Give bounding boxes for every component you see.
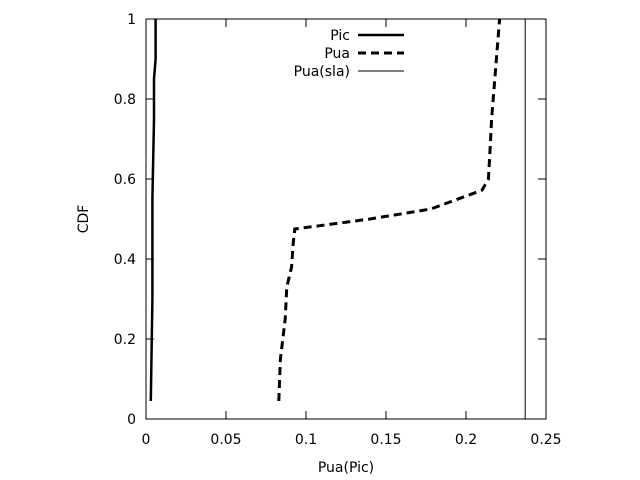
x-axis-label: Pua(Pic) bbox=[318, 460, 374, 476]
x-tick-label: 0.25 bbox=[530, 432, 561, 448]
series-line-pua bbox=[277, 18, 502, 402]
y-tick-label: 1 bbox=[127, 12, 136, 28]
y-axis-label: CDF bbox=[76, 205, 92, 234]
plot-area bbox=[145, 18, 547, 420]
y-tick-label: 0.4 bbox=[114, 252, 136, 268]
axis-ticks bbox=[145, 18, 547, 420]
x-tick-label: 0.2 bbox=[455, 432, 477, 448]
legend-label: Pic bbox=[330, 28, 350, 44]
series-line-pic bbox=[149, 19, 157, 402]
tick-labels: 0 0.05 0.1 0.15 0.2 0.25 0 0.2 0.4 0.6 0.8 1 bbox=[114, 12, 562, 448]
y-tick-label: 0 bbox=[127, 412, 136, 428]
x-tick-label: 0.1 bbox=[295, 432, 317, 448]
plot-frame bbox=[145, 18, 547, 420]
series-group bbox=[149, 18, 526, 419]
x-tick-label: 0 bbox=[142, 432, 151, 448]
y-tick-label: 0.2 bbox=[114, 332, 136, 348]
y-tick-label: 0.8 bbox=[114, 92, 136, 108]
legend-label: Pua(sla) bbox=[294, 64, 350, 80]
legend: Pic Pua Pua(sla) bbox=[294, 28, 404, 80]
x-tick-label: 0.15 bbox=[370, 432, 401, 448]
y-tick-label: 0.6 bbox=[114, 172, 136, 188]
x-tick-label: 0.05 bbox=[210, 432, 241, 448]
legend-label: Pua bbox=[324, 46, 350, 62]
